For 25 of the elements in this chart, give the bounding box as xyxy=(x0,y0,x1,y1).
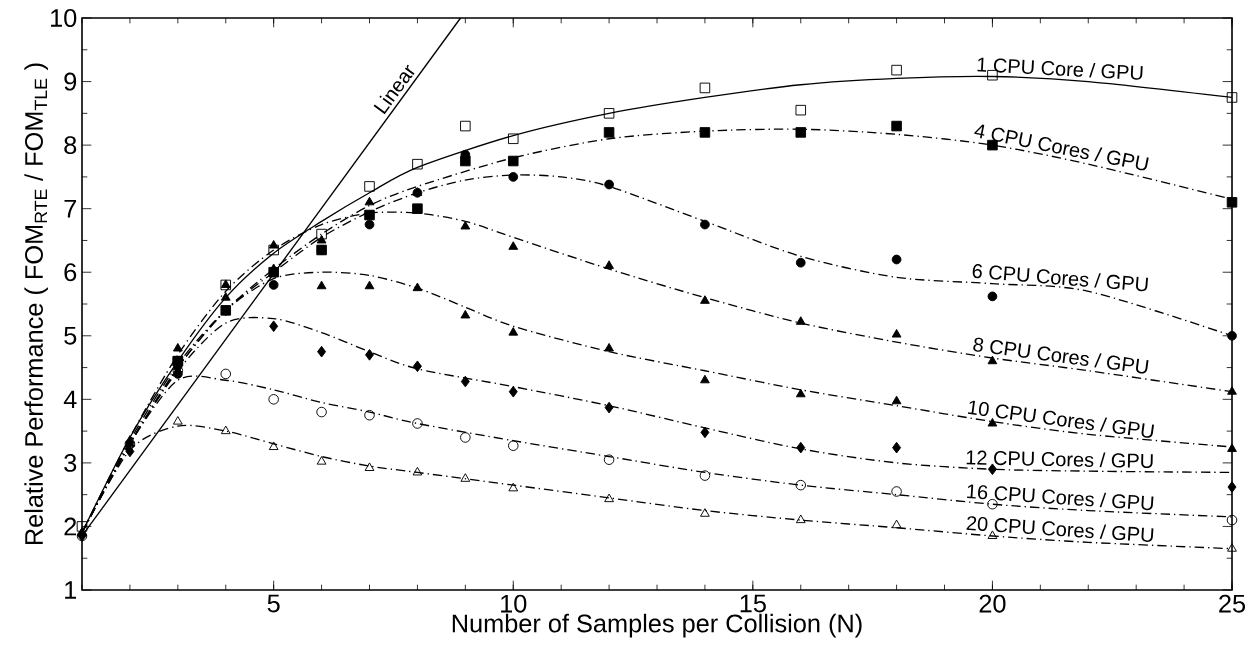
y-tick-label: 3 xyxy=(64,453,77,472)
y-tick-label: 7 xyxy=(64,199,77,218)
series-label: 16 CPU Cores / GPU xyxy=(967,484,1154,511)
y-tick-label: 1 xyxy=(65,581,77,599)
x-axis-title: Number of Samples per Collision (N) xyxy=(452,613,862,638)
x-tick-label: 25 xyxy=(1219,594,1246,613)
y-tick-label: 9 xyxy=(64,72,77,91)
y-tick-label: 6 xyxy=(64,263,77,282)
series-label: 1 CPU Core / GPU xyxy=(977,57,1143,80)
y-tick-label: 8 xyxy=(64,136,77,155)
text: 8 CPU Cores / GPU xyxy=(973,337,1149,374)
x-tick-label: 15 xyxy=(740,594,766,613)
x-tick-label: 10 xyxy=(501,594,527,613)
y-axis-title: Relative Performance ( FOM$_{RTE}$ / FOM$_{TLE}$ ) xyxy=(24,63,48,545)
series-label: 12 CPU Cores / GPU xyxy=(966,450,1153,469)
text: 4 CPU Cores / GPU xyxy=(974,124,1149,171)
text: 10 CPU Cores / GPU xyxy=(967,400,1155,438)
x-tick-label: 5 xyxy=(267,594,280,613)
y-tick-label: 4 xyxy=(63,390,77,409)
y-tick-label: 2 xyxy=(64,517,77,536)
y-tick-label: 10 xyxy=(51,9,77,27)
series-label: 6 CPU Cores / GPU xyxy=(972,264,1149,292)
series-label: 20 CPU Cores / GPU xyxy=(966,516,1154,542)
x-tick-label: 20 xyxy=(979,594,1006,613)
y-tick-label: 5 xyxy=(64,326,77,345)
